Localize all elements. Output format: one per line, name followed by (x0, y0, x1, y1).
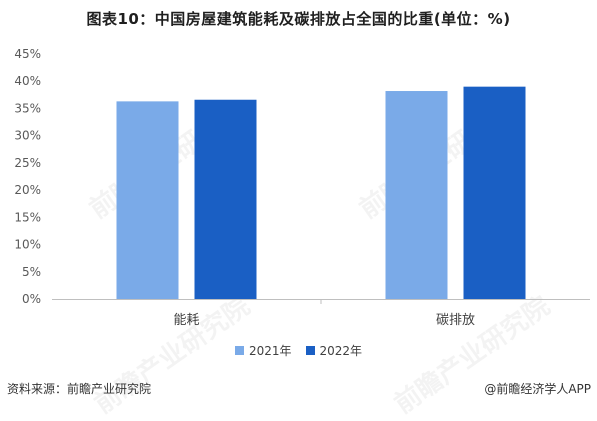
y-tick-label: 5% (22, 265, 41, 279)
y-tick-label: 35% (14, 101, 41, 115)
bar-chart: 0% 5% 10% 15% 20% 25% 30% 35% 40% 45% 能耗 碳排放 (14, 47, 590, 328)
bar-2022 (463, 86, 526, 300)
legend-label-2021: 2021年 (248, 344, 292, 358)
y-tick-label: 20% (14, 183, 41, 197)
y-tick-label: 0% (22, 292, 41, 306)
legend-swatch-2021 (234, 346, 244, 355)
x-category-label: 碳排放 (436, 313, 475, 328)
y-tick-label: 45% (14, 47, 41, 61)
legend-item-2022: 2022年 (305, 342, 363, 359)
legend-label-2022: 2022年 (319, 344, 363, 358)
x-category-label: 能耗 (173, 313, 199, 328)
legend-swatch-2022 (305, 346, 315, 355)
bar-2021 (385, 91, 448, 300)
legend: 2021年 2022年 (0, 342, 597, 359)
bar-2022 (194, 99, 257, 299)
source-note: 资料来源：前瞻产业研究院 (7, 382, 152, 396)
bar-2021 (116, 101, 179, 299)
y-tick-label: 15% (14, 210, 41, 224)
brand-label: @前瞻经济学人APP (484, 382, 591, 396)
y-tick-label: 40% (14, 74, 41, 88)
legend-item-2021: 2021年 (234, 342, 292, 359)
y-tick-label: 10% (14, 238, 41, 252)
y-tick-label: 30% (14, 129, 41, 143)
chart-title: 图表10：中国房屋建筑能耗及碳排放占全国的比重(单位：%) (86, 10, 511, 28)
y-tick-label: 25% (14, 156, 41, 170)
